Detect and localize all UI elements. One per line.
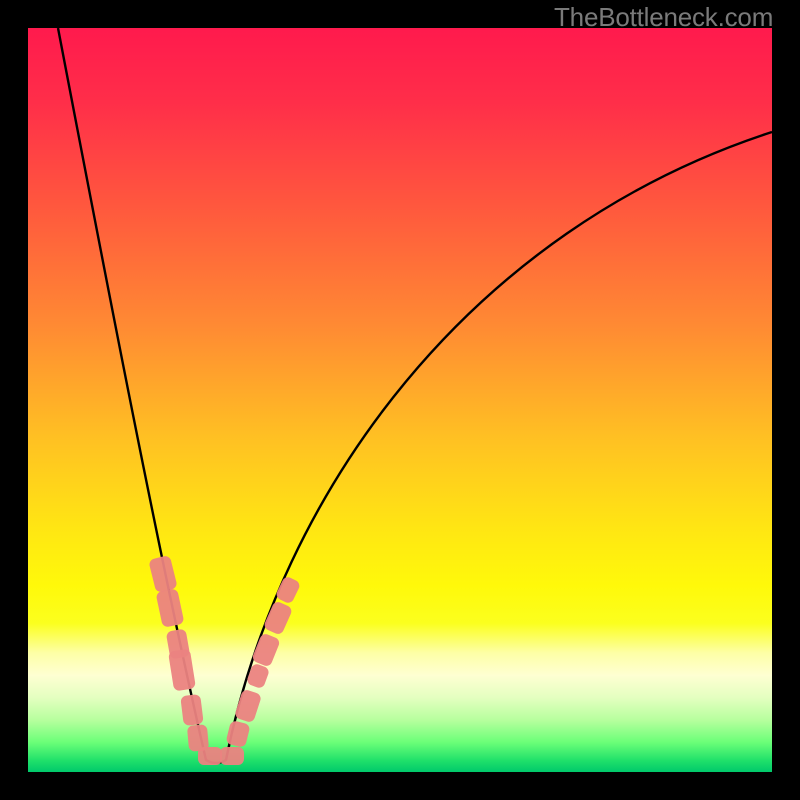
chart-container: TheBottleneck.com bbox=[0, 0, 800, 800]
data-marker bbox=[168, 649, 196, 692]
data-marker bbox=[220, 747, 244, 765]
data-marker bbox=[180, 694, 204, 726]
data-marker bbox=[155, 588, 184, 628]
data-marker bbox=[251, 632, 281, 667]
curve-overlay-svg bbox=[0, 0, 800, 800]
data-marker bbox=[263, 600, 293, 636]
data-marker bbox=[234, 689, 262, 724]
data-marker bbox=[148, 555, 178, 593]
data-marker bbox=[198, 747, 222, 765]
bottleneck-curve bbox=[58, 28, 772, 763]
data-marker bbox=[275, 575, 302, 604]
